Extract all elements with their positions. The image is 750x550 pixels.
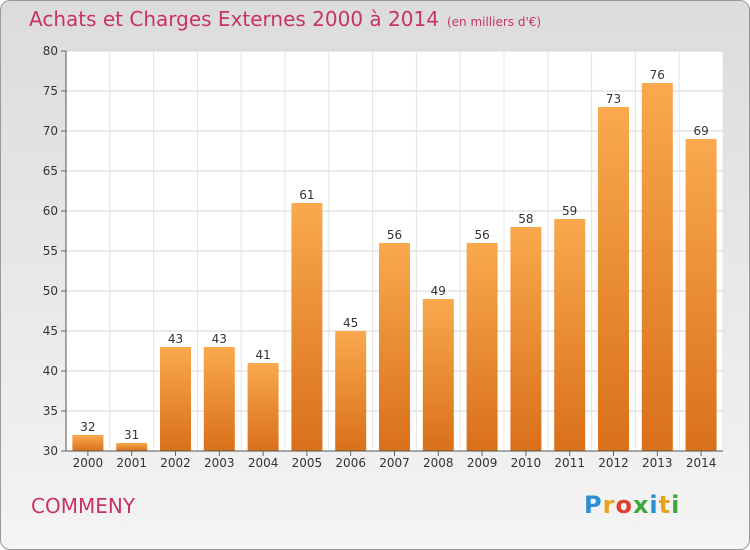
bar-value-label: 43 <box>212 332 227 346</box>
logo-letter: i <box>649 491 659 519</box>
bar-value-label: 31 <box>124 428 139 442</box>
bar-value-label: 56 <box>474 228 489 242</box>
x-tick-label: 2003 <box>204 456 235 470</box>
bar <box>510 227 542 451</box>
bar <box>466 243 498 451</box>
bar-value-label: 69 <box>693 124 708 138</box>
bar <box>685 139 717 451</box>
bar <box>160 347 191 451</box>
bar-value-label: 56 <box>387 228 402 242</box>
bar <box>598 107 629 451</box>
y-tick-label: 55 <box>43 244 58 258</box>
y-tick-label: 75 <box>43 84 58 98</box>
chart-title: Achats et Charges Externes 2000 à 2014 (e… <box>29 7 542 31</box>
x-tick-label: 2014 <box>686 456 717 470</box>
bar <box>291 203 323 451</box>
bar-value-label: 61 <box>299 188 314 202</box>
x-tick-label: 2001 <box>116 456 147 470</box>
logo-letter: x <box>632 491 650 519</box>
bar <box>422 299 454 451</box>
y-tick-label: 40 <box>43 364 58 378</box>
bar <box>554 219 586 451</box>
bar <box>203 347 235 451</box>
bar-value-label: 43 <box>168 332 183 346</box>
bar <box>247 363 279 451</box>
bar-value-label: 32 <box>80 420 95 434</box>
y-tick-label: 65 <box>43 164 58 178</box>
x-tick-label: 2009 <box>467 456 498 470</box>
bar-value-label: 41 <box>255 348 270 362</box>
chart-subtitle: (en milliers d'€) <box>446 15 542 29</box>
y-tick-label: 35 <box>43 404 58 418</box>
bar <box>335 331 367 451</box>
bar <box>116 443 148 451</box>
y-tick-label: 80 <box>43 44 58 58</box>
bar-value-label: 59 <box>562 204 577 218</box>
x-tick-label: 2005 <box>292 456 323 470</box>
x-tick-label: 2007 <box>379 456 410 470</box>
proxiti-logo: Proxiti <box>584 491 680 519</box>
bar <box>72 435 104 451</box>
bar-value-label: 76 <box>650 68 665 82</box>
x-tick-label: 2008 <box>423 456 454 470</box>
commune-name: COMMENY <box>31 494 136 518</box>
logo-letter: r <box>602 491 616 519</box>
x-tick-label: 2006 <box>335 456 366 470</box>
bar-value-label: 49 <box>431 284 446 298</box>
logo-letter: o <box>615 491 633 519</box>
logo-letter: P <box>584 491 603 519</box>
bar-value-label: 45 <box>343 316 358 330</box>
x-tick-label: 2002 <box>160 456 191 470</box>
y-tick-label: 30 <box>43 444 58 458</box>
bar-value-label: 58 <box>518 212 533 226</box>
x-tick-label: 2013 <box>642 456 673 470</box>
x-tick-label: 2000 <box>73 456 104 470</box>
y-tick-label: 50 <box>43 284 58 298</box>
bar <box>379 243 410 451</box>
y-tick-label: 45 <box>43 324 58 338</box>
logo-letter: t <box>658 491 672 519</box>
bar <box>641 83 673 451</box>
x-tick-label: 2011 <box>554 456 585 470</box>
x-tick-label: 2010 <box>511 456 542 470</box>
x-tick-label: 2012 <box>598 456 629 470</box>
y-tick-label: 70 <box>43 124 58 138</box>
logo-letter: i <box>671 491 681 519</box>
bar-value-label: 73 <box>606 92 621 106</box>
y-tick-label: 60 <box>43 204 58 218</box>
x-tick-label: 2004 <box>248 456 279 470</box>
